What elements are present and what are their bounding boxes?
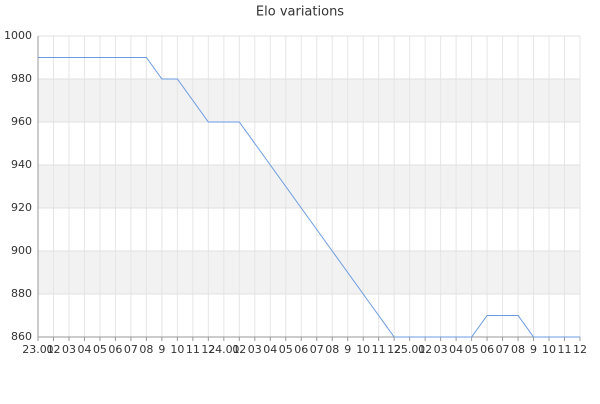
x-tick-label: 03	[62, 343, 76, 356]
x-tick-label: 24.01	[208, 343, 240, 356]
x-tick-label: 06	[108, 343, 122, 356]
y-tick-label: 940	[11, 158, 32, 171]
x-tick-label: 08	[511, 343, 525, 356]
y-tick-label: 900	[11, 244, 32, 257]
x-tick-label: 11	[558, 343, 572, 356]
x-tick-label: 12	[201, 343, 215, 356]
chart-title: Elo variations	[256, 5, 344, 20]
x-tick-label: 04	[449, 343, 463, 356]
x-tick-label: 05	[93, 343, 107, 356]
x-tick-label: 05	[465, 343, 479, 356]
x-tick-label: 9	[344, 343, 351, 356]
x-tick-label: 12	[573, 343, 587, 356]
line	[38, 57, 580, 338]
band	[38, 165, 580, 208]
x-tick-label: 07	[310, 343, 324, 356]
y-tick-label: 960	[11, 115, 32, 128]
x-tick-label: 23.01	[22, 343, 54, 356]
x-tick-label: 04	[77, 343, 91, 356]
x-tick-label: 07	[124, 343, 138, 356]
x-tick-label: 06	[294, 343, 308, 356]
x-tick-label: 02	[46, 343, 60, 356]
x-tick-label: 02	[418, 343, 432, 356]
x-tick-label: 03	[248, 343, 262, 356]
x-tick-label: 9	[530, 343, 537, 356]
y-tick-label: 880	[11, 287, 32, 300]
x-tick-label: 03	[434, 343, 448, 356]
band	[38, 79, 580, 122]
x-tick-label: 02	[232, 343, 246, 356]
x-tick-label: 25.01	[394, 343, 426, 356]
x-tick-label: 08	[139, 343, 153, 356]
y-tick-label: 860	[11, 330, 32, 343]
x-tick-label: 07	[496, 343, 510, 356]
x-tick-label: 12	[387, 343, 401, 356]
y-tick-label: 920	[11, 201, 32, 214]
x-tick-label: 11	[372, 343, 386, 356]
x-tick-label: 05	[279, 343, 293, 356]
x-tick-label: 11	[186, 343, 200, 356]
x-tick-label: 10	[356, 343, 370, 356]
x-tick-label: 10	[170, 343, 184, 356]
y-tick-label: 980	[11, 72, 32, 85]
x-tick-label: 10	[542, 343, 556, 356]
band	[38, 251, 580, 294]
x-tick-label: 08	[325, 343, 339, 356]
x-tick-label: 9	[158, 343, 165, 356]
x-tick-label: 04	[263, 343, 277, 356]
y-tick-label: 1000	[4, 29, 32, 42]
x-tick-label: 06	[480, 343, 494, 356]
